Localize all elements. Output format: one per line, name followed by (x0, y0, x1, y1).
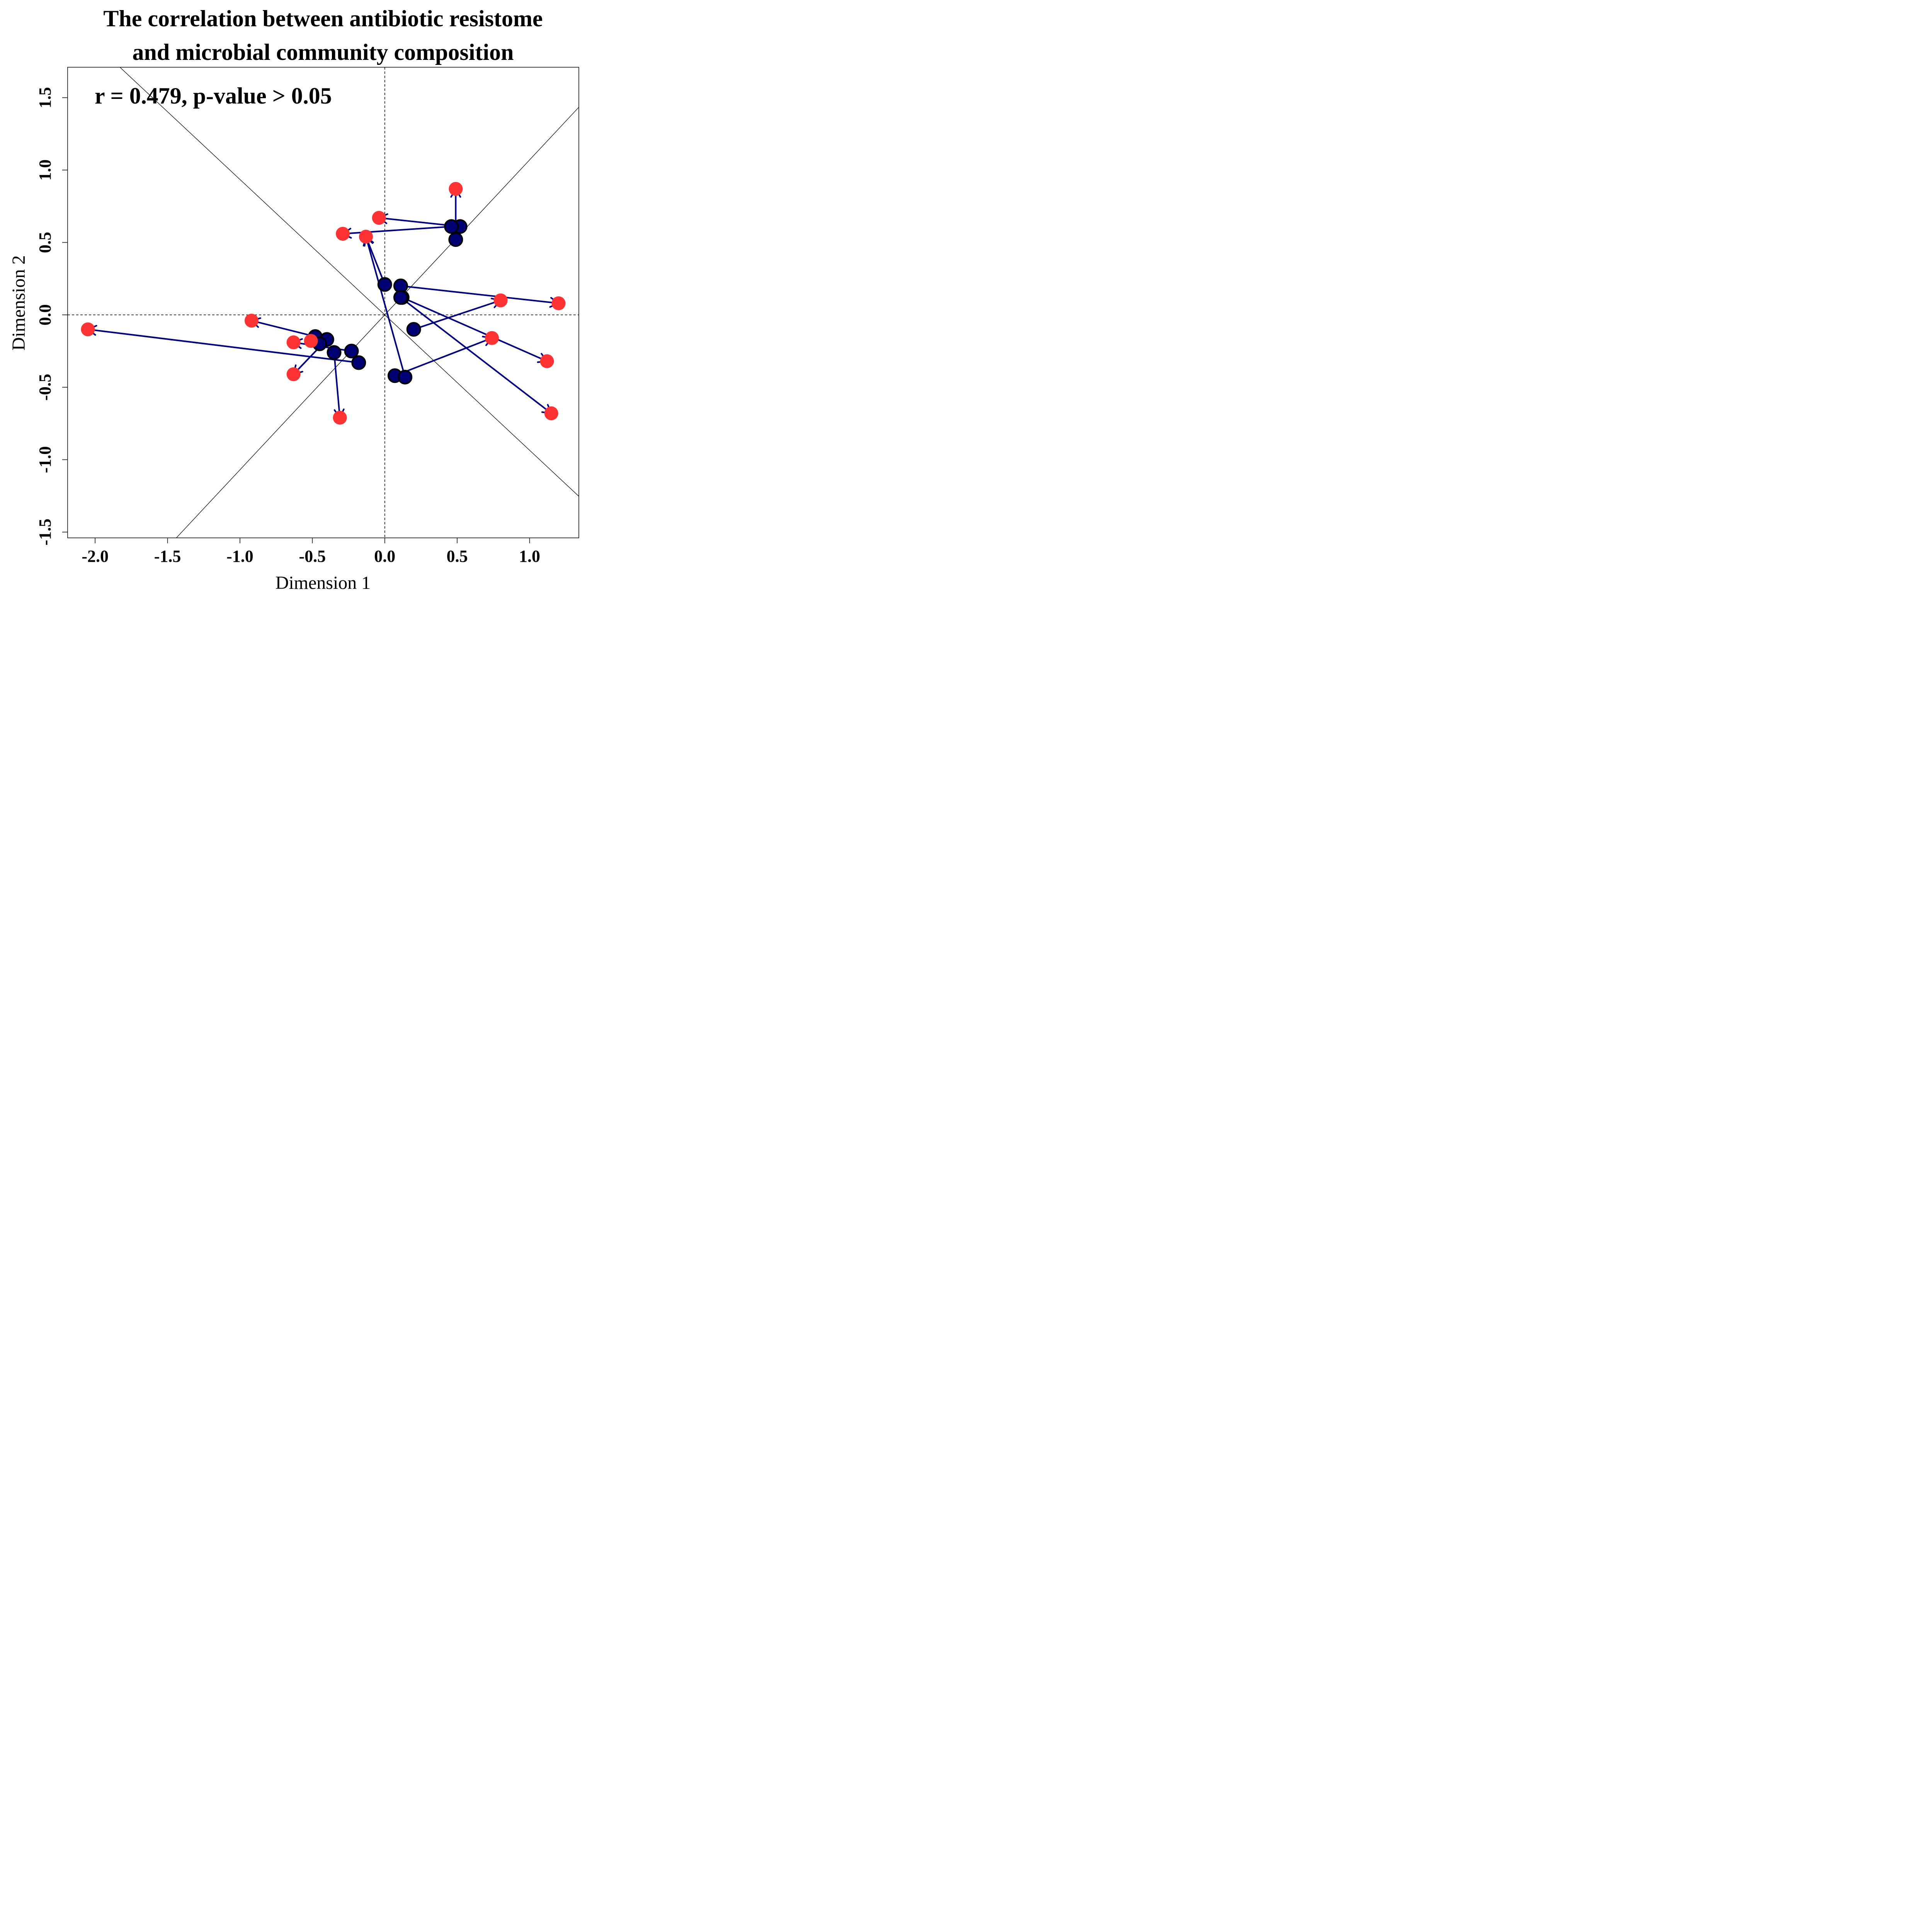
chart-title-line-2: and microbial community composition (132, 39, 514, 65)
procrustes-arrow (342, 226, 452, 235)
rotation-axis-line (176, 107, 579, 538)
end-point (544, 406, 558, 420)
x-axis-label: Dimension 1 (276, 573, 371, 593)
chart-plot: The correlation between antibiotic resis… (0, 0, 599, 599)
end-point (333, 410, 347, 425)
end-point (286, 367, 301, 381)
x-tick-label: 0.5 (447, 547, 468, 566)
start-point (444, 219, 459, 234)
procrustes-arrow (365, 236, 406, 378)
y-tick-label: 0.0 (36, 304, 54, 325)
procrustes-arrow (250, 320, 316, 338)
y-tick-label: -1.5 (36, 519, 54, 546)
procrustes-arrow (365, 236, 386, 286)
end-point (81, 322, 95, 337)
start-point (344, 344, 359, 359)
start-point (377, 277, 392, 292)
rotation-axis-line (119, 67, 579, 497)
start-point (393, 290, 408, 305)
end-point (449, 182, 463, 196)
x-tick-label: 1.0 (519, 547, 540, 566)
y-tick-label: 1.0 (36, 160, 54, 181)
x-tick-label: -2.0 (82, 547, 109, 566)
procrustes-arrow (400, 296, 552, 414)
x-tick-label: -1.5 (154, 547, 181, 566)
end-point (493, 293, 508, 308)
start-point (398, 369, 413, 384)
end-point (540, 354, 554, 368)
chart-stage: The correlation between antibiotic resis… (0, 0, 599, 599)
procrustes-arrow (413, 299, 502, 330)
y-axis: -1.5 -1.0 -0.5 0.0 0.5 1.0 1.5 (36, 87, 68, 546)
end-point (286, 335, 301, 350)
x-tick-label: -1.0 (226, 547, 253, 566)
y-tick-label: -1.0 (36, 446, 54, 473)
start-point (448, 232, 463, 247)
end-point (336, 226, 350, 241)
y-tick-label: 1.5 (36, 87, 54, 108)
start-point (327, 345, 342, 360)
procrustes-chart: The correlation between antibiotic resis… (9, 6, 579, 593)
x-tick-label: -0.5 (299, 547, 326, 566)
procrustes-arrow (401, 296, 548, 362)
x-axis: -2.0 -1.5 -1.0 -0.5 0.0 0.5 1.0 (82, 537, 540, 566)
y-tick-label: -0.5 (36, 374, 54, 401)
procrustes-arrow (400, 285, 560, 304)
end-point (485, 331, 499, 345)
procrustes-arrow (333, 352, 341, 418)
plot-frame (67, 67, 579, 538)
arrows-layer (86, 187, 560, 419)
procrustes-arrow (394, 337, 493, 377)
end-point (244, 313, 259, 328)
points-layer (81, 182, 566, 425)
end-point (359, 230, 373, 244)
x-tick-label: 0.0 (374, 547, 395, 566)
start-point (351, 355, 366, 370)
end-point (372, 211, 386, 225)
chart-title-line-1: The correlation between antibiotic resis… (103, 6, 543, 31)
y-axis-label: Dimension 2 (9, 255, 29, 351)
statistic-annotation: r = 0.479, p-value > 0.05 (95, 83, 332, 109)
y-tick-label: 0.5 (36, 232, 54, 253)
end-point (304, 334, 318, 348)
start-point (406, 322, 421, 337)
end-point (551, 296, 566, 310)
procrustes-arrow (87, 328, 360, 364)
